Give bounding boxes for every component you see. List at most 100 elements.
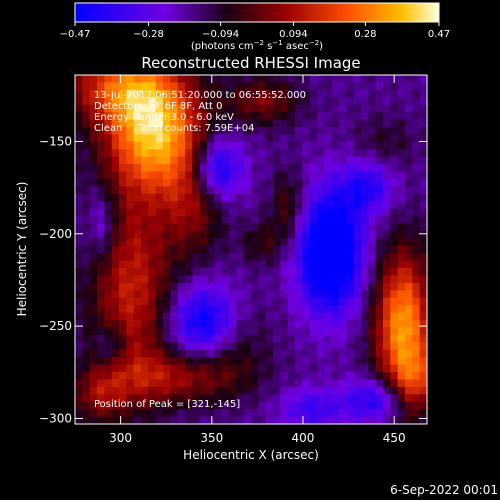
heatmap-cell [104, 89, 113, 98]
heatmap-cell [97, 112, 105, 121]
heatmap-cell [229, 126, 237, 136]
heatmap-cell [243, 394, 252, 403]
heatmap-cell [339, 327, 347, 336]
heatmap-cell [309, 238, 318, 247]
heatmap-cell [287, 364, 296, 373]
heatmap-cell [141, 364, 149, 373]
heatmap-cell [243, 379, 252, 388]
heatmap-cell [251, 334, 259, 343]
heatmap-cell [177, 216, 186, 225]
heatmap-cell [229, 245, 237, 254]
heatmap-cell [390, 409, 399, 418]
heatmap-cell [170, 164, 179, 173]
heatmap-cell [375, 260, 384, 269]
heatmap-cell [353, 89, 362, 98]
heatmap-cell [133, 97, 142, 106]
heatmap-cell [229, 305, 237, 314]
annotation-time-range: 13-Jul-2017 06:51:20.000 to 06:55:52.000 [94, 90, 306, 101]
heatmap-cell [177, 334, 186, 343]
heatmap-cell [163, 82, 171, 91]
heatmap-cell [199, 126, 208, 136]
heatmap-cell [390, 401, 399, 410]
heatmap-cell [221, 97, 230, 106]
heatmap-cell [339, 334, 347, 343]
heatmap-cell [273, 364, 281, 373]
heatmap-cell [419, 75, 427, 84]
heatmap-cell [346, 312, 355, 321]
heatmap-cell [75, 178, 83, 187]
heatmap-cell [353, 349, 362, 358]
heatmap-cell [390, 268, 399, 277]
heatmap-cell [317, 104, 325, 113]
heatmap-cell [251, 97, 259, 106]
heatmap-cell [82, 119, 91, 128]
heatmap-cell [163, 141, 171, 150]
heatmap-cell [302, 401, 311, 410]
heatmap-cell [287, 386, 296, 395]
heatmap-cell [258, 193, 267, 202]
heatmap-cell [295, 112, 303, 121]
heatmap-cell [177, 416, 186, 424]
heatmap-cell [324, 208, 333, 217]
heatmap-cell [383, 268, 391, 277]
heatmap-cell [229, 282, 237, 291]
heatmap-cell [243, 290, 252, 299]
heatmap-cell [324, 394, 333, 403]
heatmap-cell [265, 379, 274, 388]
heatmap-cell [331, 178, 340, 187]
heatmap-cell [419, 156, 427, 165]
heatmap-cell [104, 349, 113, 358]
heatmap-cell [273, 193, 281, 202]
heatmap-cell [383, 141, 391, 150]
heatmap-cell [419, 379, 427, 388]
heatmap-cell [89, 282, 98, 291]
heatmap-cell [177, 164, 186, 173]
heatmap-cell [317, 119, 325, 128]
heatmap-cell [339, 379, 347, 388]
heatmap-cell [280, 104, 289, 113]
heatmap-cell [229, 357, 237, 366]
heatmap-cell [229, 82, 237, 91]
heatmap-cell [229, 372, 237, 381]
heatmap-cell [82, 305, 91, 314]
heatmap-cell [412, 238, 421, 247]
heatmap-cell [390, 238, 399, 247]
heatmap-cell [236, 186, 245, 195]
heatmap-cell [309, 379, 318, 388]
heatmap-cell [163, 349, 171, 358]
heatmap-cell [104, 342, 113, 351]
heatmap-cell [185, 357, 193, 366]
footer-date: 6-Sep-2022 00:01 [390, 483, 498, 497]
heatmap-cell [295, 357, 303, 366]
heatmap-cell [126, 327, 135, 336]
heatmap-cell [126, 126, 135, 136]
heatmap-cell [126, 238, 135, 247]
heatmap-cell [405, 268, 413, 277]
heatmap-cell [192, 134, 201, 143]
heatmap-cell [390, 297, 399, 306]
heatmap-cell [111, 275, 120, 284]
heatmap-cell [155, 357, 164, 366]
heatmap-cell [302, 149, 311, 158]
heatmap-cell [104, 216, 113, 225]
heatmap-cell [133, 268, 142, 277]
heatmap-cell [89, 208, 98, 217]
heatmap-cell [273, 89, 281, 98]
heatmap-cell [133, 178, 142, 187]
heatmap-cell [119, 245, 127, 254]
heatmap-cell [141, 208, 149, 217]
heatmap-cell [339, 75, 347, 84]
heatmap-cell [104, 171, 113, 180]
heatmap-cell [82, 171, 91, 180]
annotation-detectors: Detectors: 3F 6F 8F, Att 0 [94, 101, 222, 112]
heatmap-cell [339, 223, 347, 232]
heatmap-cell [97, 216, 105, 225]
heatmap-cell [82, 268, 91, 277]
heatmap-cell [368, 141, 377, 150]
heatmap-cell [405, 178, 413, 187]
heatmap-cell [170, 119, 179, 128]
heatmap-cell [273, 245, 281, 254]
heatmap-cell [412, 104, 421, 113]
heatmap-cell [89, 379, 98, 388]
heatmap-cell [192, 320, 201, 329]
